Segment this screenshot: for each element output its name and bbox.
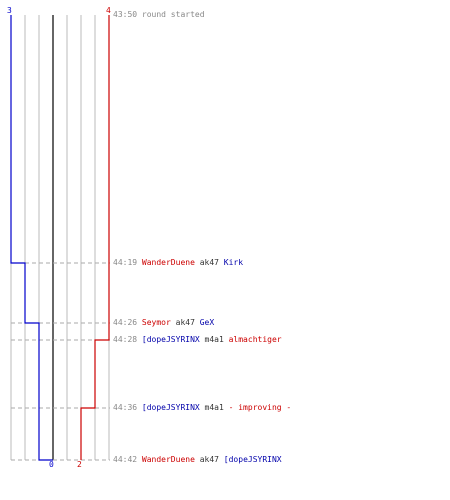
event-row: 44:28 [dopeJSYRINX m4a1 almachtiger — [113, 335, 282, 345]
team-right-step-line — [80, 15, 110, 460]
event-text: ak47 — [194, 258, 224, 267]
event-text: almachtiger — [228, 335, 282, 344]
event-row: 44:42 WanderDuene ak47 [dopeJSYRINX — [113, 455, 282, 465]
event-time: 44:19 — [113, 258, 142, 267]
event-row: 44:19 WanderDuene ak47 Kirk — [113, 258, 243, 268]
score-top-left: 3 — [7, 6, 12, 15]
event-row: 44:36 [dopeJSYRINX m4a1 - improving - — [113, 403, 291, 413]
event-text: m4a1 — [199, 335, 229, 344]
event-time: 44:42 — [113, 455, 142, 464]
score-bottom-left: 0 — [49, 460, 54, 469]
event-text: GeX — [199, 318, 215, 327]
event-time: 43:50 — [113, 10, 142, 19]
event-text: Kirk — [223, 258, 244, 267]
event-row: 44:26 Seymor ak47 GeX — [113, 318, 214, 328]
event-text: [dopeJSYRINX — [223, 455, 282, 464]
event-row: 43:50 round started — [113, 10, 205, 20]
event-text: [dopeJSYRINX — [141, 335, 200, 344]
event-text: [dopeJSYRINX — [141, 403, 200, 412]
event-text: WanderDuene — [141, 455, 195, 464]
event-text: round started — [141, 10, 205, 19]
event-time: 44:36 — [113, 403, 142, 412]
event-text: ak47 — [194, 455, 224, 464]
event-text: Seymor — [141, 318, 171, 327]
team-left-step-line — [10, 15, 53, 461]
score-top-right: 4 — [106, 6, 111, 15]
event-text: - improving - — [228, 403, 292, 412]
event-time: 44:26 — [113, 318, 142, 327]
event-text: ak47 — [170, 318, 200, 327]
event-time: 44:28 — [113, 335, 142, 344]
score-bottom-right: 2 — [77, 460, 82, 469]
event-text: WanderDuene — [141, 258, 195, 267]
event-text: m4a1 — [199, 403, 229, 412]
